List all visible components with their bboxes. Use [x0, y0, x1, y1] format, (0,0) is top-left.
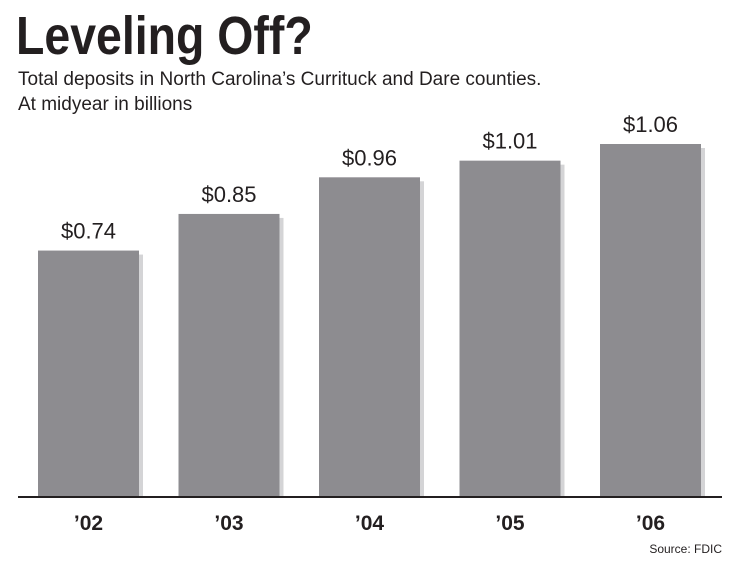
- x-tick-label-1: ’03: [214, 512, 243, 535]
- chart-title: Leveling Off?: [16, 6, 313, 66]
- source-note: Source: FDIC: [649, 542, 722, 556]
- data-label-4: $1.06: [623, 112, 678, 137]
- chart-subtitle-line-1: Total deposits in North Carolina’s Curri…: [18, 69, 542, 90]
- x-tick-label-0: ’02: [74, 512, 103, 535]
- bar-4: [600, 144, 701, 497]
- bar-0: [38, 250, 139, 497]
- x-tick-label-4: ’06: [636, 512, 665, 535]
- bar-3: [459, 160, 561, 497]
- bar-1: [178, 213, 280, 497]
- data-label-0: $0.74: [61, 219, 116, 244]
- data-label-3: $1.01: [482, 129, 537, 154]
- bar-2: [319, 177, 420, 497]
- x-tick-label-3: ’05: [495, 512, 525, 535]
- chart-subtitle-line-2: At midyear in billions: [18, 94, 193, 115]
- x-tick-label-2: ’04: [355, 512, 385, 535]
- data-label-1: $0.85: [201, 182, 256, 207]
- data-label-2: $0.96: [342, 145, 397, 170]
